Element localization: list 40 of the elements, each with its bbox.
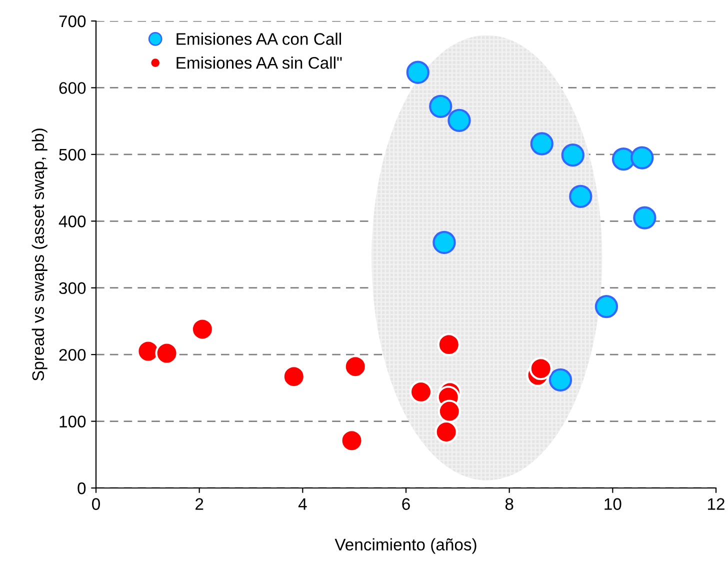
y-tick-label: 400 xyxy=(58,216,86,228)
point xyxy=(344,355,367,378)
point xyxy=(432,230,456,254)
y-tick-label: 300 xyxy=(59,282,86,294)
point xyxy=(548,368,572,392)
y-tick-label: 200 xyxy=(59,348,86,361)
x-axis-title: Vencimiento (años) xyxy=(334,538,476,554)
legend-label: Emisiones AA con Call xyxy=(176,32,341,45)
point xyxy=(429,94,452,118)
y-tick-label: 600 xyxy=(59,82,86,94)
point xyxy=(340,429,364,452)
y-axis-title: Spread vs swaps (asset swap, pb) xyxy=(32,128,48,381)
x-tick-label: 0 xyxy=(92,498,100,510)
point xyxy=(438,400,461,423)
point xyxy=(630,146,654,170)
x-tick-label: 6 xyxy=(402,498,410,510)
point xyxy=(406,60,430,84)
point xyxy=(612,148,636,171)
x-tick-label: 4 xyxy=(298,498,307,510)
y-tick-label: 100 xyxy=(60,416,86,428)
y-tick-label: 0 xyxy=(78,482,86,494)
point xyxy=(633,206,656,230)
y-tick-label: 700 xyxy=(59,15,86,28)
point xyxy=(569,184,592,208)
point xyxy=(437,332,460,356)
point xyxy=(529,357,552,380)
point xyxy=(282,365,306,388)
x-tick-label: 8 xyxy=(505,498,514,510)
x-tick-label: 12 xyxy=(708,498,724,510)
point xyxy=(594,294,618,318)
y-tick-label: 500 xyxy=(59,148,86,161)
point xyxy=(155,342,178,365)
point xyxy=(530,132,554,156)
point xyxy=(561,144,584,167)
point xyxy=(448,108,471,132)
point xyxy=(409,380,433,404)
legend-label: Emisiones AA sin Call" xyxy=(176,56,342,69)
point xyxy=(434,420,458,444)
x-tick-label: 2 xyxy=(196,498,204,510)
x-tick-label: 10 xyxy=(604,498,622,510)
